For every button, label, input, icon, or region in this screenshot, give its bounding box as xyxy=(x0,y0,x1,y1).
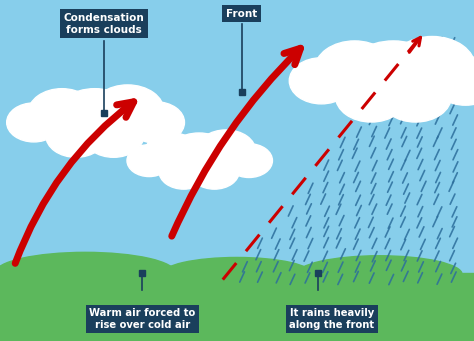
Ellipse shape xyxy=(0,252,175,293)
Text: Warm air forced to
rise over cold air: Warm air forced to rise over cold air xyxy=(89,308,195,330)
Circle shape xyxy=(196,130,256,173)
Circle shape xyxy=(83,114,144,157)
Circle shape xyxy=(127,102,184,143)
Circle shape xyxy=(7,103,61,142)
Circle shape xyxy=(289,58,353,104)
Circle shape xyxy=(159,153,209,189)
Circle shape xyxy=(91,85,164,137)
Circle shape xyxy=(380,71,451,122)
Ellipse shape xyxy=(296,256,462,293)
Polygon shape xyxy=(0,297,474,341)
Circle shape xyxy=(145,133,200,173)
Circle shape xyxy=(28,89,96,137)
Circle shape xyxy=(432,56,474,105)
Circle shape xyxy=(315,41,395,99)
Text: It rains heavily
along the front: It rains heavily along the front xyxy=(289,308,374,330)
Circle shape xyxy=(53,89,137,149)
Circle shape xyxy=(46,114,106,157)
Circle shape xyxy=(344,41,443,112)
Circle shape xyxy=(336,71,407,122)
Text: Condensation
forms clouds: Condensation forms clouds xyxy=(64,13,145,35)
Circle shape xyxy=(226,144,273,177)
Circle shape xyxy=(190,153,239,189)
Circle shape xyxy=(165,133,233,182)
Text: Front: Front xyxy=(226,9,257,19)
Ellipse shape xyxy=(161,257,313,292)
Circle shape xyxy=(127,145,172,177)
Polygon shape xyxy=(0,273,474,341)
Circle shape xyxy=(389,36,474,99)
